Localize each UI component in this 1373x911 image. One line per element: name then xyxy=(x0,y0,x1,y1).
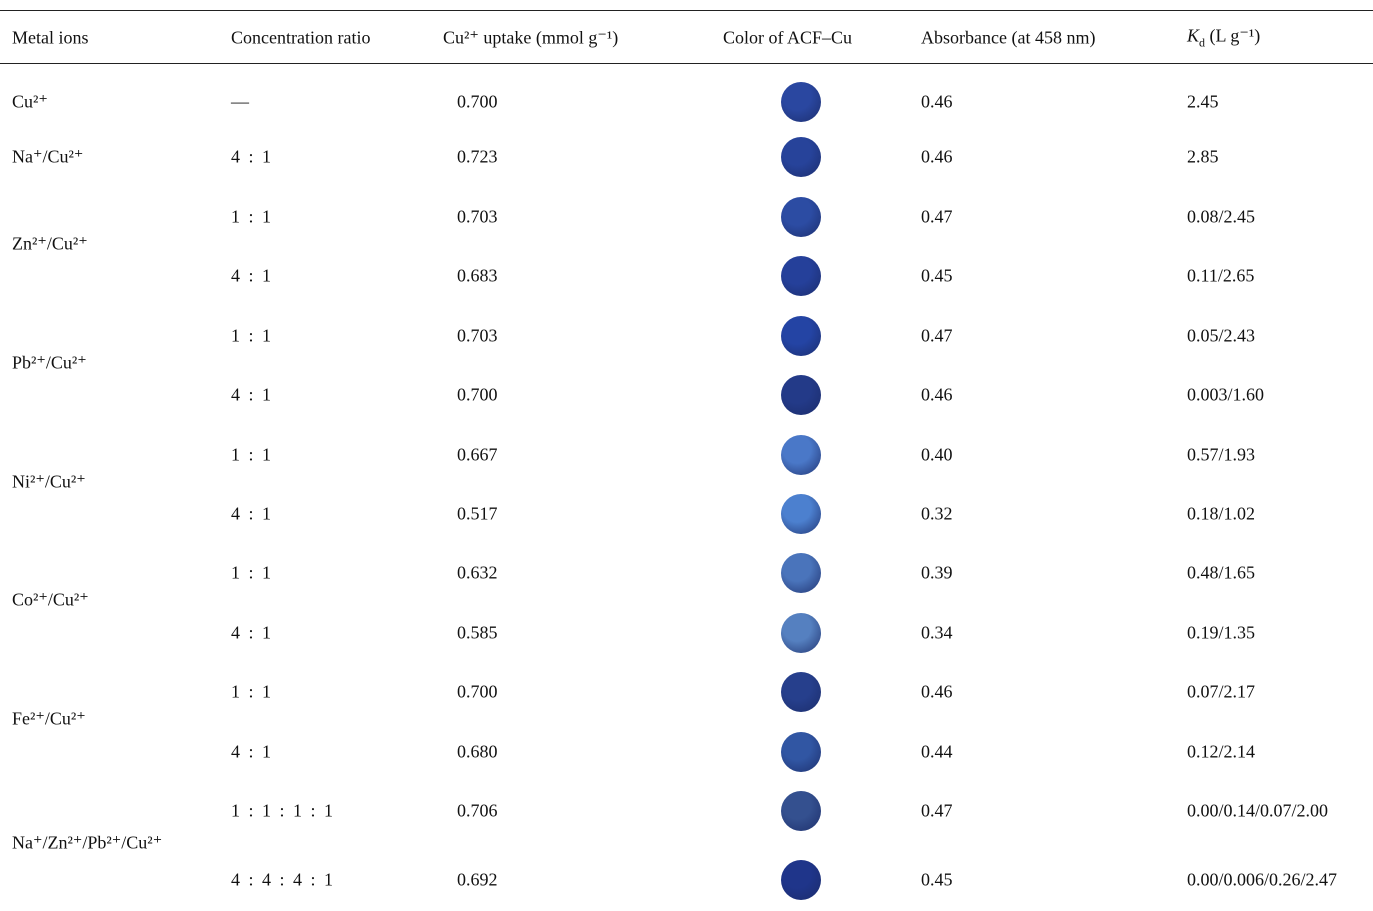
uptake: 0.700 xyxy=(457,681,498,702)
metal-ion: Ni²⁺/Cu²⁺ xyxy=(12,471,86,491)
color-swatch xyxy=(781,732,821,772)
ratio: 1 : 1 : 1 : 1 xyxy=(231,800,336,821)
header-cell: Kd (L g⁻¹) xyxy=(1187,26,1260,51)
uptake: 0.700 xyxy=(457,91,498,112)
absorbance: 0.46 xyxy=(921,91,953,112)
kd: 0.57/1.93 xyxy=(1187,444,1256,465)
color-swatch xyxy=(781,791,821,831)
absorbance: 0.44 xyxy=(921,741,953,762)
absorbance: 0.45 xyxy=(921,869,953,890)
kd-unit: (L g⁻¹) xyxy=(1209,25,1261,46)
color-swatch xyxy=(781,494,821,534)
ratio: 1 : 1 xyxy=(231,444,274,465)
color-swatch xyxy=(781,197,821,237)
kd: 0.48/1.65 xyxy=(1187,562,1256,583)
kd: 0.00/0.006/0.26/2.47 xyxy=(1187,869,1338,890)
kd: 0.00/0.14/0.07/2.00 xyxy=(1187,800,1329,821)
color-swatch xyxy=(781,316,821,356)
ratio: 1 : 1 xyxy=(231,562,274,583)
uptake: 0.517 xyxy=(457,503,498,524)
kd: 2.85 xyxy=(1187,146,1219,167)
color-swatch xyxy=(781,375,821,415)
ratio: 1 : 1 xyxy=(231,325,274,346)
metal-ion: Fe²⁺/Cu²⁺ xyxy=(12,708,86,729)
header-cell: Color of ACF–Cu xyxy=(723,27,853,48)
absorbance: 0.46 xyxy=(921,681,953,702)
ratio: 4 : 1 xyxy=(231,265,274,286)
metal-ion: Na⁺/Zn²⁺/Pb²⁺/Cu²⁺ xyxy=(12,832,163,852)
header-cell: Concentration ratio xyxy=(231,27,371,48)
header-cell: Metal ions xyxy=(12,27,89,48)
top-rule xyxy=(0,10,1373,11)
uptake: 0.703 xyxy=(457,325,498,346)
uptake: 0.585 xyxy=(457,622,498,643)
uptake: 0.692 xyxy=(457,869,498,890)
header-rule xyxy=(0,63,1373,64)
kd-symbol: K xyxy=(1187,25,1200,46)
uptake: 0.703 xyxy=(457,206,498,227)
ratio: 1 : 1 xyxy=(231,681,274,702)
header-cell: Cu²⁺ uptake (mmol g⁻¹) xyxy=(443,27,619,48)
kd-subscript: d xyxy=(1199,35,1206,50)
absorbance: 0.34 xyxy=(921,622,953,643)
ratio: 4 : 1 xyxy=(231,384,274,405)
kd: 0.12/2.14 xyxy=(1187,741,1256,762)
ratio: 4 : 1 xyxy=(231,741,274,762)
kd: 0.19/1.35 xyxy=(1187,622,1256,643)
ratio: — xyxy=(231,91,251,112)
uptake: 0.706 xyxy=(457,800,498,821)
kd: 0.11/2.65 xyxy=(1187,265,1255,286)
absorbance: 0.32 xyxy=(921,503,953,524)
ratio: 4 : 1 xyxy=(231,503,274,524)
uptake: 0.667 xyxy=(457,444,498,465)
absorbance: 0.46 xyxy=(921,384,953,405)
kd: 0.003/1.60 xyxy=(1187,384,1265,405)
color-swatch xyxy=(781,435,821,475)
kd: 0.08/2.45 xyxy=(1187,206,1256,227)
metal-ion: Cu²⁺ xyxy=(12,91,48,112)
color-swatch xyxy=(781,82,821,122)
absorbance: 0.47 xyxy=(921,325,953,346)
kd: 0.07/2.17 xyxy=(1187,681,1256,702)
metal-ion: Zn²⁺/Cu²⁺ xyxy=(12,233,88,253)
ratio: 4 : 1 xyxy=(231,146,274,167)
kd: 0.18/1.02 xyxy=(1187,503,1256,524)
color-swatch xyxy=(781,137,821,177)
absorbance: 0.39 xyxy=(921,562,953,583)
uptake: 0.700 xyxy=(457,384,498,405)
absorbance: 0.45 xyxy=(921,265,953,286)
uptake: 0.683 xyxy=(457,265,498,286)
absorbance: 0.40 xyxy=(921,444,953,465)
metal-ion: Na⁺/Cu²⁺ xyxy=(12,146,84,167)
metal-ion: Pb²⁺/Cu²⁺ xyxy=(12,352,87,372)
ratio: 1 : 1 xyxy=(231,206,274,227)
header-cell: Absorbance (at 458 nm) xyxy=(921,27,1096,48)
color-swatch xyxy=(781,672,821,712)
kd: 2.45 xyxy=(1187,91,1219,112)
color-swatch xyxy=(781,553,821,593)
color-swatch xyxy=(781,613,821,653)
color-swatch xyxy=(781,256,821,296)
uptake: 0.632 xyxy=(457,562,498,583)
uptake: 0.723 xyxy=(457,146,498,167)
ratio: 4 : 4 : 4 : 1 xyxy=(231,869,336,890)
absorbance: 0.47 xyxy=(921,206,953,227)
absorbance: 0.47 xyxy=(921,800,953,821)
metal-ion: Co²⁺/Cu²⁺ xyxy=(12,589,89,610)
color-swatch xyxy=(781,860,821,900)
ratio: 4 : 1 xyxy=(231,622,274,643)
kd: 0.05/2.43 xyxy=(1187,325,1256,346)
uptake: 0.680 xyxy=(457,741,498,762)
absorbance: 0.46 xyxy=(921,146,953,167)
